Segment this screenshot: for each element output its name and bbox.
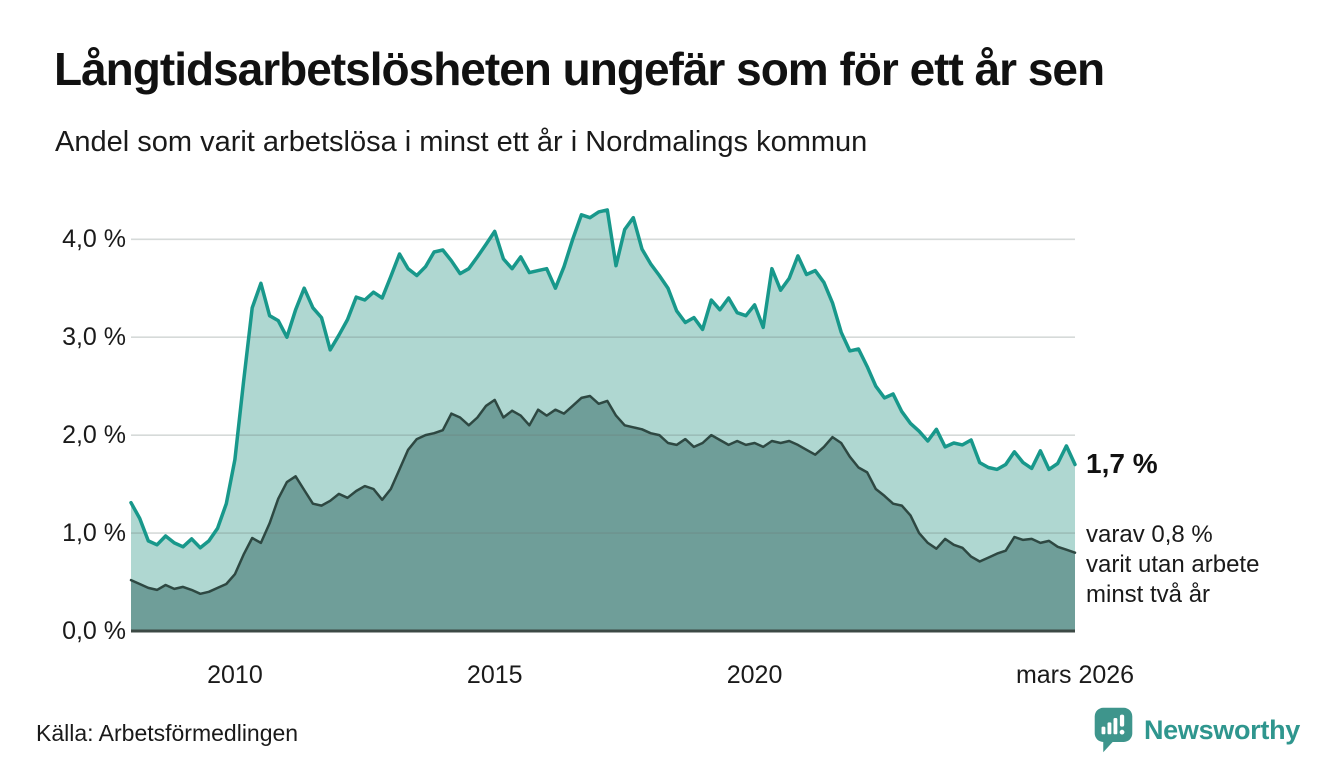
- brand-name: Newsworthy: [1143, 714, 1300, 745]
- x-tick-2020: 2020: [726, 661, 783, 689]
- end-value-label: 1,7 %: [1086, 447, 1158, 479]
- bar-chart-bubble-icon: [1094, 707, 1133, 753]
- chart-subtitle: Andel som varit arbetslösa i minst ett å…: [55, 126, 868, 158]
- y-tick-3,0: 3,0 %: [62, 323, 126, 352]
- page-title: Långtidsarbetslösheten ungefär som för e…: [54, 43, 1105, 95]
- end-note-line-1: varav 0,8 %: [1086, 520, 1213, 548]
- area-two-years-unemployed: [131, 396, 1075, 631]
- y-tick-2,0: 2,0 %: [62, 421, 126, 450]
- line-two-years-unemployed: [129, 394, 1077, 596]
- end-note-line-2: varit utan arbete: [1086, 550, 1260, 578]
- end-note-line-3: minst två år: [1086, 580, 1211, 608]
- y-tick-4,0: 4,0 %: [62, 225, 126, 254]
- x-tick-2015: 2015: [466, 661, 523, 689]
- end-note-label: varav 0,8 % varit utan arbete minst två …: [1086, 520, 1259, 610]
- line-total-unemployed: [129, 208, 1077, 550]
- x-tick-mars-2026: mars 2026: [1015, 661, 1135, 689]
- source-label: Källa: Arbetsförmedlingen: [36, 720, 299, 746]
- y-tick-0,0: 0,0 %: [62, 617, 126, 645]
- newsworthy-brand: Newsworthy: [1093, 704, 1300, 756]
- x-tick-2010: 2010: [207, 661, 263, 689]
- y-tick-1,0: 1,0 %: [62, 519, 126, 548]
